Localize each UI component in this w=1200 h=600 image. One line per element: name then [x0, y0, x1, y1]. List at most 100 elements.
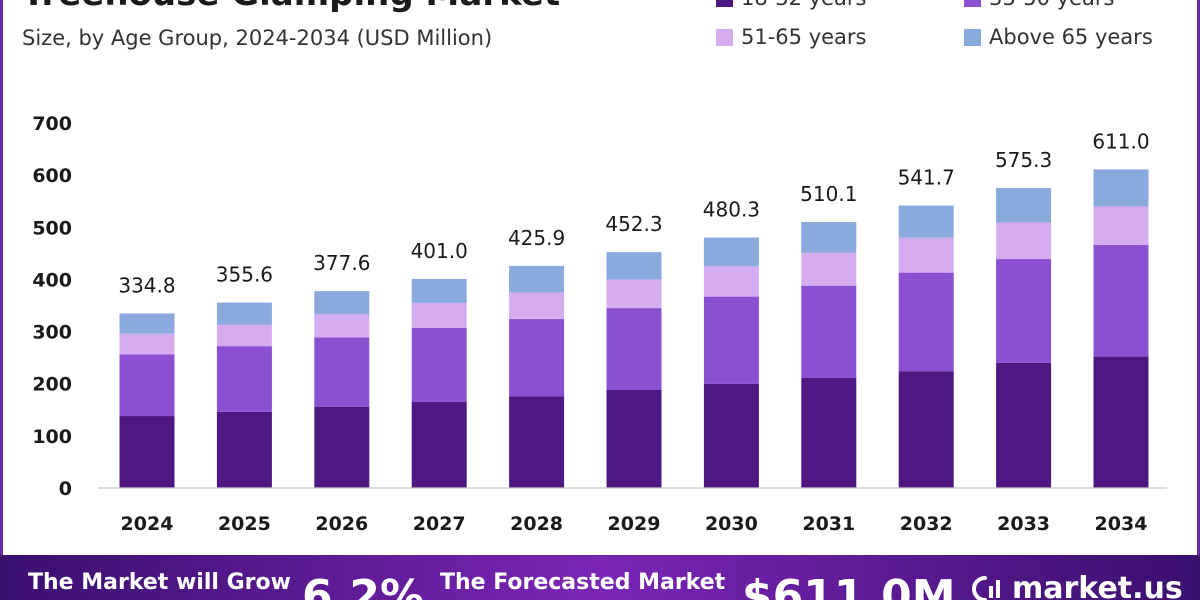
- legend-label-18-32: 18-32 years: [741, 0, 867, 10]
- legend-label-51-65: 51-65 years: [741, 25, 867, 49]
- legend-swatch-33-50: [964, 0, 981, 7]
- legend-swatch-above-65: [964, 28, 981, 46]
- y-axis: 0 100 200 300 400 500 600 700: [32, 113, 72, 500]
- bar-2032-seg-3: [898, 237, 954, 273]
- bar-2024-seg-3: [119, 333, 175, 355]
- chart-legend: 18-32 years 33-50 years 51-65 years Abov…: [0, 0, 1200, 60]
- bar-2032-seg-2: [898, 272, 954, 372]
- x-tick-label-2032: 2032: [900, 513, 953, 535]
- y-tick-label-300: 300: [32, 322, 72, 344]
- bar-2032-seg-1: [898, 371, 954, 488]
- x-tick-label-2030: 2030: [705, 513, 758, 535]
- total-label-2031: 510.1: [800, 182, 857, 206]
- bar-2024-seg-2: [119, 354, 175, 417]
- footer-forecast-label: The Forecasted Market: [440, 570, 726, 595]
- frame-left-border: [0, 0, 3, 555]
- bar-2028-seg-2: [509, 319, 565, 397]
- footer-grow-label: The Market will Grow: [28, 570, 291, 595]
- footer-forecast-value: $611.0M: [742, 571, 956, 600]
- bar-2030-seg-3: [703, 266, 759, 297]
- bar-2027-seg-2: [411, 327, 467, 402]
- bar-2029-seg-2: [606, 308, 662, 390]
- total-labels: 334.8 355.6 377.6 401.0 425.9 452.3 480.3 510.1…: [118, 129, 1149, 297]
- chart-title: Treehouse Glamping Market: [22, 0, 560, 14]
- frame-right-border: [1197, 0, 1200, 555]
- bar-2026-seg-1: [314, 406, 370, 488]
- x-tick-label-2029: 2029: [608, 513, 661, 535]
- bar-2033-seg-4: [996, 188, 1052, 223]
- x-tick-label-2024: 2024: [121, 513, 174, 535]
- bar-2025-seg-2: [216, 346, 272, 412]
- total-label-2025: 355.6: [216, 263, 273, 287]
- legend-item-51-65: 51-65 years: [716, 25, 867, 49]
- total-label-2027: 401.0: [411, 239, 468, 263]
- bar-2034-seg-4: [1093, 169, 1149, 207]
- footer-cagr-value: 6.2%: [302, 571, 425, 600]
- y-tick-label-100: 100: [32, 426, 72, 448]
- total-label-2026: 377.6: [313, 251, 370, 275]
- legend-label-above-65: Above 65 years: [989, 25, 1153, 49]
- legend-item-33-50: 33-50 years: [964, 0, 1115, 10]
- bar-2029-seg-1: [606, 389, 662, 488]
- bar-2034-seg-2: [1093, 245, 1149, 357]
- x-tick-label-2034: 2034: [1095, 513, 1148, 535]
- total-label-2029: 452.3: [605, 212, 662, 236]
- legend-swatch-51-65: [716, 28, 733, 46]
- legend-label-33-50: 33-50 years: [989, 0, 1115, 10]
- total-label-2030: 480.3: [703, 198, 760, 222]
- bar-2033-seg-3: [996, 222, 1052, 260]
- brand-logo: market.us: [972, 571, 1183, 600]
- bar-2031-seg-4: [801, 222, 857, 253]
- bar-2030-seg-1: [703, 383, 759, 488]
- x-tick-label-2025: 2025: [218, 513, 271, 535]
- bar-2025-seg-3: [216, 324, 272, 347]
- total-label-2032: 541.7: [898, 166, 955, 190]
- bar-2027-seg-4: [411, 278, 467, 303]
- bar-2027-seg-3: [411, 302, 467, 328]
- bar-2031-seg-3: [801, 252, 857, 286]
- market-us-logo-icon: [972, 575, 1000, 600]
- x-tick-label-2028: 2028: [510, 513, 563, 535]
- bar-2029-seg-3: [606, 279, 662, 309]
- bar-2028-seg-4: [509, 265, 565, 293]
- y-tick-label-700: 700: [32, 113, 72, 135]
- bar-2024-seg-1: [119, 416, 175, 488]
- total-label-2024: 334.8: [118, 273, 175, 297]
- bar-2027-seg-1: [411, 401, 467, 488]
- y-tick-label-400: 400: [32, 269, 72, 291]
- total-label-2033: 575.3: [995, 148, 1052, 172]
- bar-2029-seg-4: [606, 252, 662, 280]
- bar-2032-seg-4: [898, 205, 954, 238]
- bar-2030-seg-2: [703, 296, 759, 384]
- total-label-2034: 611.0: [1092, 129, 1149, 153]
- bar-2033-seg-1: [996, 362, 1052, 488]
- bar-2033-seg-2: [996, 259, 1052, 363]
- x-tick-label-2033: 2033: [997, 513, 1050, 535]
- chart-subtitle: Size, by Age Group, 2024-2034 (USD Milli…: [22, 26, 493, 50]
- bar-2031-seg-1: [801, 377, 857, 488]
- legend-item-18-32: 18-32 years: [716, 0, 867, 10]
- bar-2034-seg-1: [1093, 356, 1149, 488]
- bar-2028-seg-3: [509, 292, 565, 320]
- y-tick-label-500: 500: [32, 217, 72, 239]
- bar-2030-seg-4: [703, 237, 759, 267]
- y-tick-label-0: 0: [59, 478, 72, 500]
- bar-2026-seg-3: [314, 314, 370, 338]
- bar-2034-seg-3: [1093, 206, 1149, 246]
- footer-banner: The Market will Grow 6.2% The Forecasted…: [0, 555, 1200, 600]
- legend-swatch-18-32: [716, 0, 733, 7]
- y-tick-label-600: 600: [32, 165, 72, 187]
- bar-2025-seg-1: [216, 411, 272, 488]
- bar-2025-seg-4: [216, 302, 272, 325]
- x-axis: 2024 2025 2026 2027 2028 2029 2030 2031 2032 2033…: [121, 513, 1148, 535]
- bar-2026-seg-4: [314, 291, 370, 315]
- total-label-2028: 425.9: [508, 226, 565, 250]
- legend-item-above-65: Above 65 years: [964, 25, 1153, 49]
- brand-name: market.us: [1012, 571, 1183, 600]
- x-tick-label-2027: 2027: [413, 513, 466, 535]
- bar-2024-seg-4: [119, 313, 175, 334]
- bar-2028-seg-1: [509, 396, 565, 488]
- bar-group: [119, 169, 1149, 488]
- x-tick-label-2031: 2031: [802, 513, 855, 535]
